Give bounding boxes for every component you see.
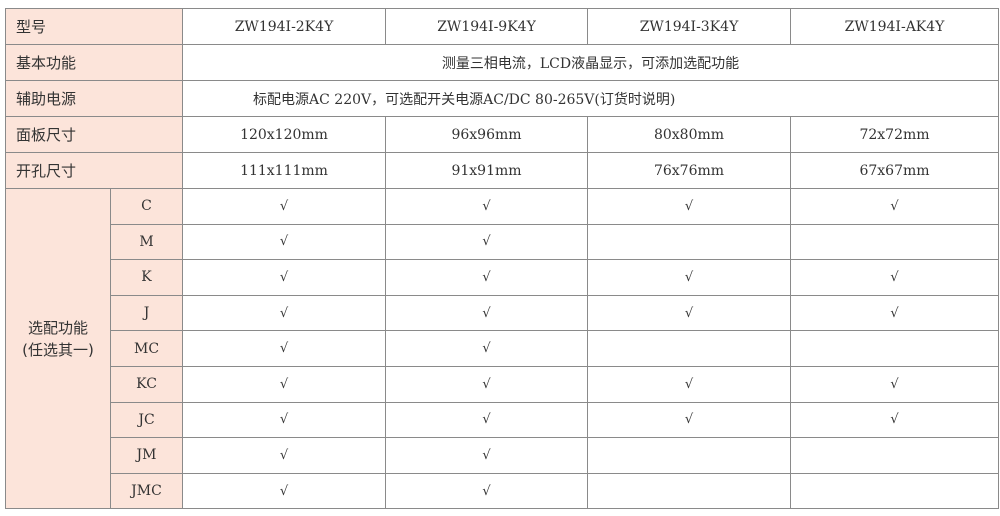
cutout-size-cell: 91x91mm bbox=[385, 152, 589, 189]
option-check-cell: √ bbox=[182, 330, 387, 367]
option-check-cell bbox=[587, 223, 792, 261]
option-row: JC √ √ √ √ bbox=[6, 401, 1000, 439]
options-label-line1: 选配功能 bbox=[27, 318, 88, 337]
option-row: JM √ √ bbox=[6, 437, 1000, 474]
option-check-cell: √ bbox=[182, 437, 387, 474]
option-check-cell bbox=[790, 472, 1000, 510]
option-check-cell: √ bbox=[790, 294, 1000, 332]
cutout-size-row: 开孔尺寸 111x111mm 91x91mm 76x76mm 67x67mm bbox=[4, 152, 1000, 189]
option-check-cell bbox=[587, 437, 792, 474]
option-check-cell: √ bbox=[182, 223, 387, 261]
option-code: M bbox=[109, 223, 184, 261]
option-check-cell: √ bbox=[182, 401, 387, 439]
basic-function-label: 基本功能 bbox=[4, 44, 184, 81]
option-check-cell: √ bbox=[385, 330, 589, 367]
panel-size-row: 面板尺寸 120x120mm 96x96mm 80x80mm 72x72mm bbox=[4, 116, 1000, 153]
panel-size-label: 面板尺寸 bbox=[4, 116, 184, 153]
model-cell: ZW194I-9K4Y bbox=[385, 8, 589, 45]
option-row: MC √ √ bbox=[6, 330, 1000, 367]
basic-function-value: 测量三相电流，LCD液晶显示，可添加选配功能 bbox=[182, 44, 1000, 81]
option-check-cell: √ bbox=[385, 259, 589, 296]
option-check-cell bbox=[790, 330, 1000, 367]
option-check-cell: √ bbox=[182, 259, 387, 296]
option-check-cell: √ bbox=[385, 401, 589, 439]
option-check-cell bbox=[587, 330, 792, 367]
option-row: K √ √ √ √ bbox=[6, 259, 1000, 296]
cutout-size-cell: 111x111mm bbox=[182, 152, 387, 189]
option-code: JMC bbox=[109, 472, 184, 510]
option-code: K bbox=[109, 259, 184, 296]
option-check-cell: √ bbox=[385, 188, 589, 225]
option-check-cell: √ bbox=[182, 365, 387, 403]
option-code: C bbox=[109, 188, 184, 225]
option-check-cell: √ bbox=[790, 259, 1000, 296]
option-row: J √ √ √ √ bbox=[6, 294, 1000, 332]
model-row: 型号 ZW194I-2K4Y ZW194I-9K4Y ZW194I-3K4Y Z… bbox=[4, 8, 1000, 45]
option-check-cell: √ bbox=[182, 472, 387, 510]
option-row: M √ √ bbox=[6, 223, 1000, 261]
option-check-cell: √ bbox=[587, 259, 792, 296]
option-check-cell bbox=[790, 223, 1000, 261]
model-cell: ZW194I-3K4Y bbox=[587, 8, 792, 45]
option-code: JM bbox=[109, 437, 184, 474]
option-check-cell: √ bbox=[385, 437, 589, 474]
option-check-cell: √ bbox=[587, 188, 792, 225]
option-check-cell: √ bbox=[790, 365, 1000, 403]
option-code: JC bbox=[109, 401, 184, 439]
option-code: MC bbox=[109, 330, 184, 367]
basic-function-row: 基本功能 测量三相电流，LCD液晶显示，可添加选配功能 bbox=[4, 44, 1000, 81]
power-label: 辅助电源 bbox=[4, 80, 184, 117]
option-row: JMC √ √ bbox=[6, 472, 1000, 510]
option-check-cell: √ bbox=[790, 188, 1000, 225]
option-check-cell: √ bbox=[385, 472, 589, 510]
panel-size-cell: 120x120mm bbox=[182, 116, 387, 153]
model-label: 型号 bbox=[4, 8, 184, 45]
options-label-line2: (任选其一) bbox=[22, 340, 94, 359]
cutout-size-cell: 76x76mm bbox=[587, 152, 792, 189]
option-check-cell: √ bbox=[385, 294, 589, 332]
panel-size-cell: 80x80mm bbox=[587, 116, 792, 153]
cutout-size-label: 开孔尺寸 bbox=[4, 152, 184, 189]
model-cell: ZW194I-AK4Y bbox=[790, 8, 1000, 45]
option-check-cell bbox=[790, 437, 1000, 474]
spec-table: 型号 ZW194I-2K4Y ZW194I-9K4Y ZW194I-3K4Y Z… bbox=[4, 8, 1000, 510]
option-row: 选配功能 (任选其一) C √ √ √ √ bbox=[5, 187, 1000, 510]
option-check-cell: √ bbox=[587, 365, 792, 403]
option-check-cell: √ bbox=[385, 223, 589, 261]
option-row: KC √ √ √ √ bbox=[6, 365, 1000, 403]
model-cell: ZW194I-2K4Y bbox=[182, 8, 387, 45]
options-body: 选配功能 (任选其一) C √ √ √ √ M √ √ K √ √ √ √ J √ √ √ √ MC √ √ KC √ √ √ √ JC… bbox=[5, 187, 1000, 510]
option-check-cell: √ bbox=[587, 294, 792, 332]
option-check-cell: √ bbox=[385, 365, 589, 403]
option-check-cell: √ bbox=[182, 188, 387, 225]
option-code: KC bbox=[109, 365, 184, 403]
option-code: J bbox=[109, 294, 184, 332]
option-check-cell: √ bbox=[182, 294, 387, 332]
option-check-cell: √ bbox=[587, 401, 792, 439]
option-check-cell: √ bbox=[790, 401, 1000, 439]
power-row: 辅助电源 标配电源AC 220V，可选配开关电源AC/DC 80-265V(订货… bbox=[4, 80, 1000, 117]
option-check-cell bbox=[587, 472, 792, 510]
cutout-size-cell: 67x67mm bbox=[790, 152, 1000, 189]
power-value: 标配电源AC 220V，可选配开关电源AC/DC 80-265V(订货时说明) bbox=[182, 80, 1000, 117]
panel-size-cell: 72x72mm bbox=[790, 116, 1000, 153]
options-group-label: 选配功能 (任选其一) bbox=[5, 187, 111, 510]
panel-size-cell: 96x96mm bbox=[385, 116, 589, 153]
